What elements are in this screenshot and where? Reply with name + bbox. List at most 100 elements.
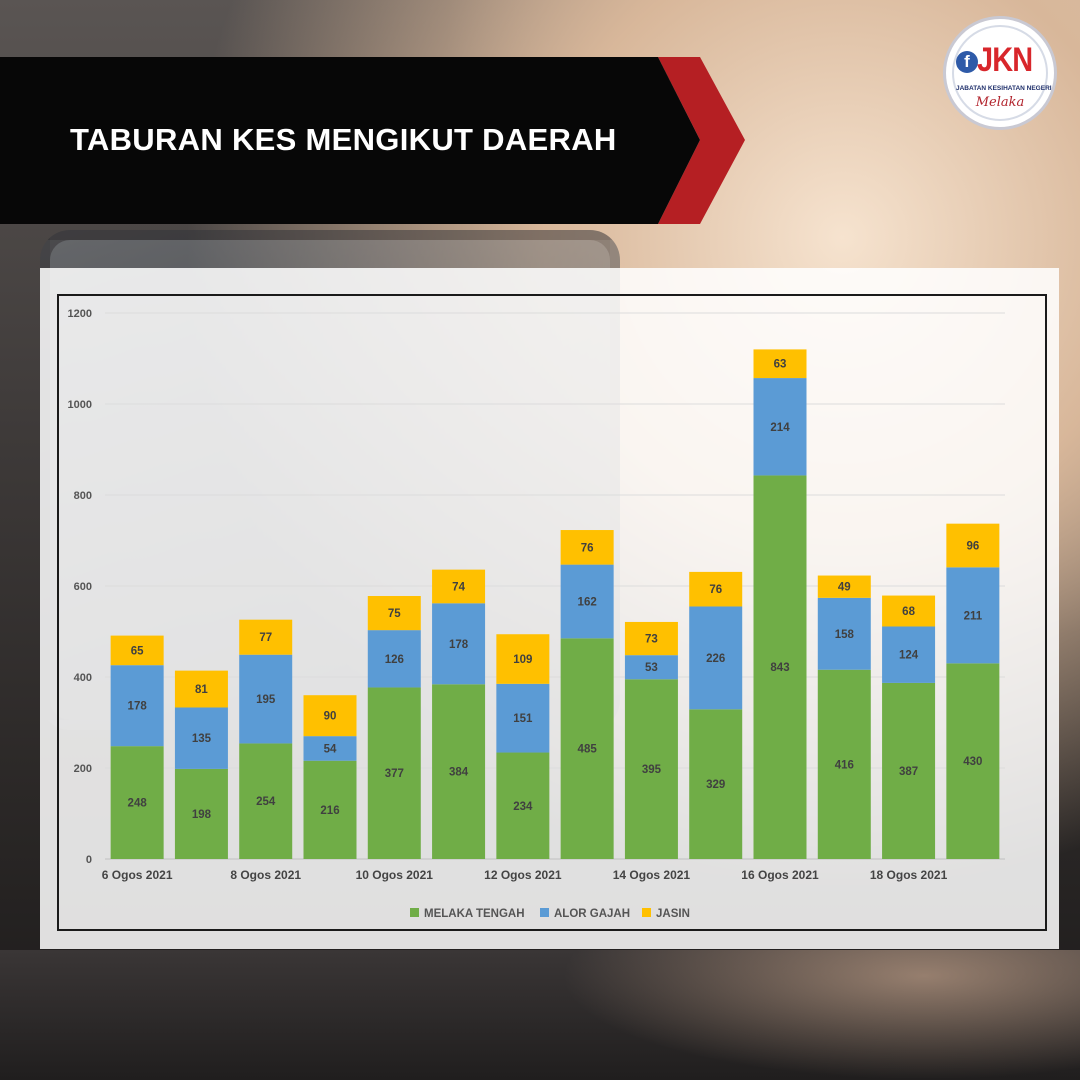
bar-segment xyxy=(817,575,871,598)
data-label: 90 xyxy=(324,711,337,723)
bar-segment xyxy=(303,760,357,859)
data-label: 65 xyxy=(131,645,144,657)
bar-segment xyxy=(239,619,293,655)
bar-segment xyxy=(624,679,678,859)
data-label: 214 xyxy=(770,422,790,434)
y-tick-label: 800 xyxy=(74,490,92,502)
bar-segment xyxy=(946,523,1000,568)
title-banner xyxy=(0,57,745,224)
bar-segment xyxy=(110,665,164,747)
data-label: 124 xyxy=(899,650,919,662)
data-label: 195 xyxy=(256,694,276,706)
bar-segment xyxy=(303,695,357,737)
page-title: TABURAN KES MENGIKUT DAERAH xyxy=(70,122,617,157)
data-label: 395 xyxy=(642,764,662,776)
data-label: 416 xyxy=(835,759,854,771)
data-label: 234 xyxy=(513,801,533,813)
logo-brand: JKN xyxy=(977,41,1033,79)
data-label: 75 xyxy=(388,608,401,620)
bar-segment xyxy=(496,752,550,859)
logo-script: Melaka xyxy=(975,95,1025,110)
data-label: 126 xyxy=(385,654,404,666)
bar-segment xyxy=(496,634,550,684)
data-label: 77 xyxy=(259,632,272,644)
bar-segment xyxy=(689,571,743,607)
background-glow xyxy=(560,950,1080,1080)
data-label: 54 xyxy=(324,743,337,755)
bar-segment xyxy=(174,768,228,859)
bar-segment xyxy=(432,684,486,859)
bar-segment xyxy=(560,638,614,859)
bar-segment xyxy=(560,530,614,565)
legend-swatch xyxy=(642,908,651,917)
x-tick-label: 18 Ogos 2021 xyxy=(870,868,948,882)
x-tick-label: 16 Ogos 2021 xyxy=(741,868,819,882)
jkn-logo: f JKN JABATAN KESIHATAN NEGERI Melaka xyxy=(943,16,1057,130)
data-label: 377 xyxy=(385,768,404,780)
data-label: 158 xyxy=(835,629,855,641)
data-label: 49 xyxy=(838,582,851,594)
data-label: 485 xyxy=(578,744,598,756)
data-label: 73 xyxy=(645,634,658,646)
logo-ring xyxy=(952,25,1048,121)
data-label: 96 xyxy=(966,541,979,553)
bar-segment xyxy=(367,596,421,631)
data-label: 178 xyxy=(128,701,148,713)
data-label: 178 xyxy=(449,639,469,651)
bar-segment xyxy=(624,621,678,656)
data-label: 384 xyxy=(449,767,469,779)
data-label: 74 xyxy=(452,581,465,593)
data-label: 81 xyxy=(195,684,208,696)
y-tick-label: 0 xyxy=(86,854,92,866)
bar-segment xyxy=(882,595,936,627)
legend-swatch xyxy=(540,908,549,917)
bar-segment xyxy=(496,683,550,753)
chart-frame xyxy=(57,294,1047,931)
legend-label: JASIN xyxy=(656,908,690,920)
data-label: 387 xyxy=(899,766,918,778)
y-tick-label: 600 xyxy=(74,581,92,593)
bar-segment xyxy=(753,349,807,379)
legend-swatch xyxy=(410,908,419,917)
bar-segment xyxy=(367,687,421,859)
data-label: 76 xyxy=(581,542,594,554)
logo-f-letter: f xyxy=(956,51,978,73)
data-label: 843 xyxy=(770,662,789,674)
logo-subtitle: JABATAN KESIHATAN NEGERI xyxy=(956,85,1052,92)
bar-segment xyxy=(689,606,743,710)
x-tick-label: 8 Ogos 2021 xyxy=(230,868,301,882)
bar-segment xyxy=(882,626,936,683)
y-tick-label: 1000 xyxy=(68,399,92,411)
data-label: 430 xyxy=(963,756,982,768)
data-label: 151 xyxy=(513,713,533,725)
bar-segment xyxy=(239,743,293,859)
data-label: 53 xyxy=(645,662,658,674)
data-label: 198 xyxy=(192,809,212,821)
bar-segment xyxy=(624,655,678,680)
data-label: 226 xyxy=(706,653,725,665)
legend-label: MELAKA TENGAH xyxy=(424,908,525,920)
y-tick-label: 200 xyxy=(74,763,92,775)
data-label: 63 xyxy=(774,359,787,371)
bar-segment xyxy=(110,746,164,859)
bar-segment xyxy=(174,670,228,708)
x-tick-label: 10 Ogos 2021 xyxy=(356,868,434,882)
data-label: 135 xyxy=(192,733,212,745)
banner-shape xyxy=(0,57,745,224)
bar-segment xyxy=(432,603,486,685)
bar-segment xyxy=(689,709,743,859)
x-tick-label: 14 Ogos 2021 xyxy=(613,868,691,882)
bar-segment xyxy=(946,567,1000,664)
data-label: 109 xyxy=(513,654,532,666)
y-tick-label: 400 xyxy=(74,672,92,684)
data-label: 76 xyxy=(709,584,722,596)
y-tick-label: 1200 xyxy=(68,308,92,320)
bar-segment xyxy=(110,635,164,666)
data-label: 216 xyxy=(320,805,339,817)
data-label: 162 xyxy=(578,596,597,608)
bar-segment xyxy=(753,378,807,476)
x-tick-label: 6 Ogos 2021 xyxy=(102,868,173,882)
bar-segment xyxy=(817,597,871,670)
bar-segment xyxy=(817,669,871,859)
